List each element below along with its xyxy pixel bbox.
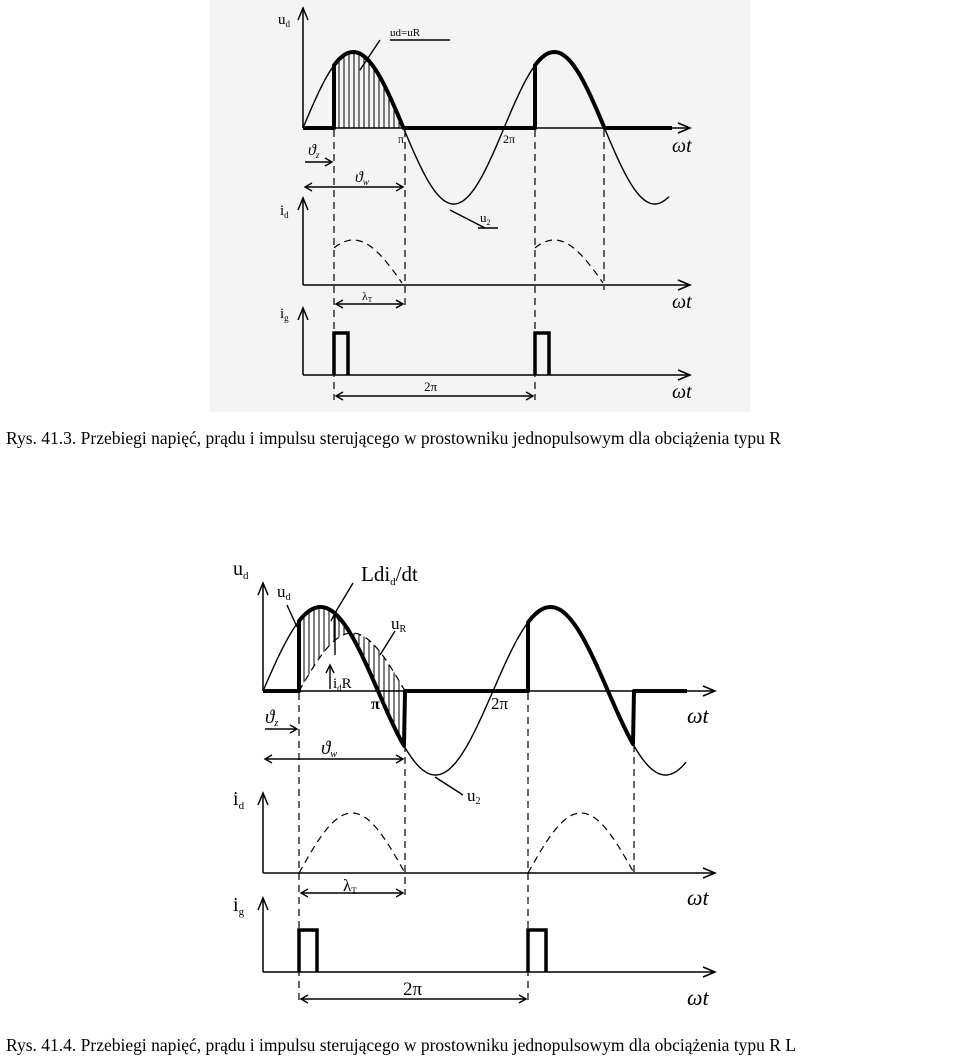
idr-label: idR [333,676,352,693]
figure-r-load-diagram: ud ud=uR π 2π ωt ϑz ϑw u2 id ωt λT ig 2π… [210,0,750,412]
ig-axis-label: ig [233,894,245,918]
ig-axis-label: ig [280,306,289,323]
ud-axis [257,581,717,697]
theta-w-label: ϑw [321,738,337,760]
two-pi-label: 2π [491,694,509,713]
figure-r-load-caption: Rys. 41.3. Przebiegi napięć, prądu i imp… [6,428,781,448]
figure-rl-load-caption: Rys. 41.4. Przebiegi napięć, prądu i imp… [6,1035,797,1055]
u2-label: u2 [480,210,491,227]
projection-lines [298,693,635,1003]
figure-rl-load-diagram: ud ud Ldid/dt uR idR π 2π ωt ϑz ϑw u2 id… [233,558,717,1010]
id-axis-label: id [280,203,289,220]
pi-label: π [371,696,380,713]
period-dimension [299,994,528,1004]
theta-w-dimension [303,182,405,192]
figure-r-load: ud ud=uR π 2π ωt ϑz ϑw u2 id ωt λT ig 2π… [210,0,750,412]
ur-leader [379,630,396,656]
lambda-t-dimension [334,299,405,309]
ud-curve [303,50,672,130]
omega-t-label-3: ωt [672,381,692,403]
omega-t-label-1: ωt [687,703,710,728]
u2-label: u2 [467,786,481,807]
omega-t-label-3: ωt [687,985,710,1010]
theta-z-label: ϑz [265,707,278,729]
two-pi-label: 2π [503,132,515,146]
lambda-t-label: λT [362,289,373,304]
gate-pulses [297,928,548,972]
omega-t-label-2: ωt [672,291,692,313]
ud-curve [263,605,687,748]
omega-t-label-2: ωt [687,885,710,910]
u2-leader [434,776,464,796]
ig-axis [257,896,717,978]
u2-leader [449,209,486,229]
idr-arrow [325,663,335,689]
ur-label: uR [391,614,407,635]
period-label: 2π [403,979,423,1000]
theta-z-label: ϑz [308,142,320,160]
theta-w-dimension [263,754,405,764]
ldi-dt-label: Ldid/dt [361,562,418,588]
id-curve [333,239,604,284]
id-axis [297,196,692,291]
lambda-t-label: λT [343,876,357,896]
ud-leader [286,604,298,628]
conduction-hatch [303,607,405,746]
period-dimension [334,391,535,401]
conduction-hatch [338,52,400,128]
ud-eq-ur-label: ud=uR [390,27,421,39]
projection-lines [333,130,605,400]
ud-axis-label: ud [233,558,249,582]
omega-t-label-1: ωt [672,135,692,157]
id-curve [298,812,635,874]
ud-curve-label: ud [277,582,291,603]
pi-label: π [398,132,404,146]
ud-axis-label: ud [278,12,291,29]
theta-w-label: ϑw [355,169,369,187]
gate-pulses [332,331,551,375]
theta-z-dimension [265,724,299,734]
lambda-t-dimension [299,888,405,898]
period-label: 2π [424,379,438,394]
figure-rl-load: ud ud Ldid/dt uR idR π 2π ωt ϑz ϑw u2 id… [225,555,745,1030]
theta-z-dimension [305,157,334,167]
ldi-dt-arrow [330,582,354,655]
ig-axis [297,306,692,381]
id-axis [257,791,717,879]
ud-eq-ur-leader [359,39,381,71]
id-axis-label: id [233,788,245,812]
